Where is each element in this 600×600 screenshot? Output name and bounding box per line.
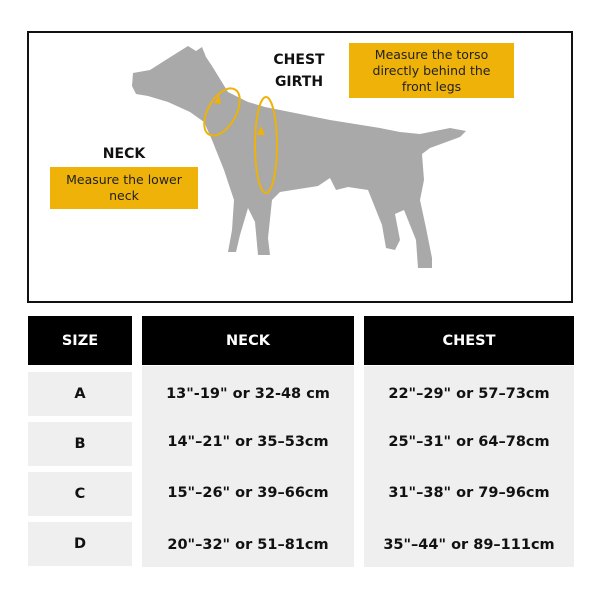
arrow-icon	[214, 95, 265, 135]
chest-cell: 31"–38" or 79–96cm	[364, 471, 574, 515]
chest-girth-note: Measure the torso directly behind the fr…	[349, 43, 514, 98]
size-cell: D	[28, 522, 132, 566]
neck-label: NECK	[102, 146, 146, 162]
neck-cell: 14"–21" or 35–53cm	[142, 420, 354, 464]
chest-cell: 22"–29" or 57–73cm	[364, 372, 574, 416]
size-cell: C	[28, 472, 132, 516]
chest-cell: 35"–44" or 89–111cm	[364, 523, 574, 567]
size-cell: B	[28, 422, 132, 466]
chest-girth-label: CHEST GIRTH	[273, 52, 325, 90]
size-cell: A	[28, 372, 132, 416]
chest-measure-loop	[254, 96, 278, 194]
header-size: SIZE	[28, 316, 132, 365]
neck-cell: 15"–26" or 39–66cm	[142, 471, 354, 515]
neck-cell: 13"-19" or 32-48 cm	[142, 372, 354, 416]
neck-cell: 20"–32" or 51–81cm	[142, 523, 354, 567]
header-neck: NECK	[142, 316, 354, 365]
chest-cell: 25"–31" or 64–78cm	[364, 420, 574, 464]
neck-measure-loop	[203, 87, 241, 137]
header-chest: CHEST	[364, 316, 574, 365]
neck-note: Measure the lower neck	[50, 167, 198, 209]
dog-silhouette	[132, 46, 466, 268]
measurement-diagram	[27, 31, 573, 303]
